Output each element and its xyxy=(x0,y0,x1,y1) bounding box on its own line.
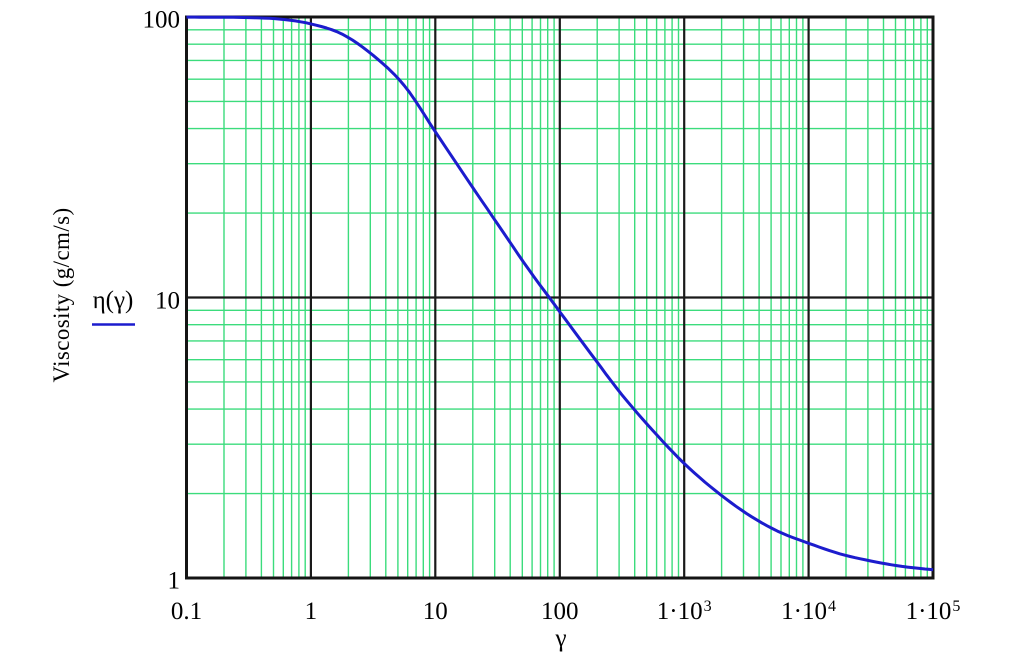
y-tick-label: 10 xyxy=(155,287,180,314)
x-tick-exponent: 3 xyxy=(703,598,712,616)
major-gridlines xyxy=(186,17,933,578)
x-tick-exponent: 4 xyxy=(828,598,837,616)
plot-border xyxy=(185,15,935,580)
legend-label: η(γ) xyxy=(92,287,134,314)
y-tick-label: 1 xyxy=(167,567,181,595)
x-tick-exponent: 5 xyxy=(952,598,961,616)
x-tick-mantissa: 1·10 xyxy=(905,598,952,625)
x-tick-label: 1·103 xyxy=(656,598,712,627)
x-tick-label: 0.1 xyxy=(170,598,203,625)
x-axis-title: γ xyxy=(555,625,567,652)
y-tick-label: 100 xyxy=(142,6,181,34)
x-tick-label: 100 xyxy=(541,598,579,625)
x-tick-label: 1·104 xyxy=(781,598,837,627)
x-tick-label: 10 xyxy=(422,598,448,625)
y-axis-title: Viscosity (g/cm/s) xyxy=(49,207,74,383)
x-tick-mantissa: 1·10 xyxy=(781,598,828,625)
x-tick-mantissa: 1·10 xyxy=(656,598,703,625)
x-tick-label: 1 xyxy=(304,598,318,625)
x-tick-label: 1·105 xyxy=(905,598,961,627)
viscosity-curve xyxy=(186,15,934,572)
